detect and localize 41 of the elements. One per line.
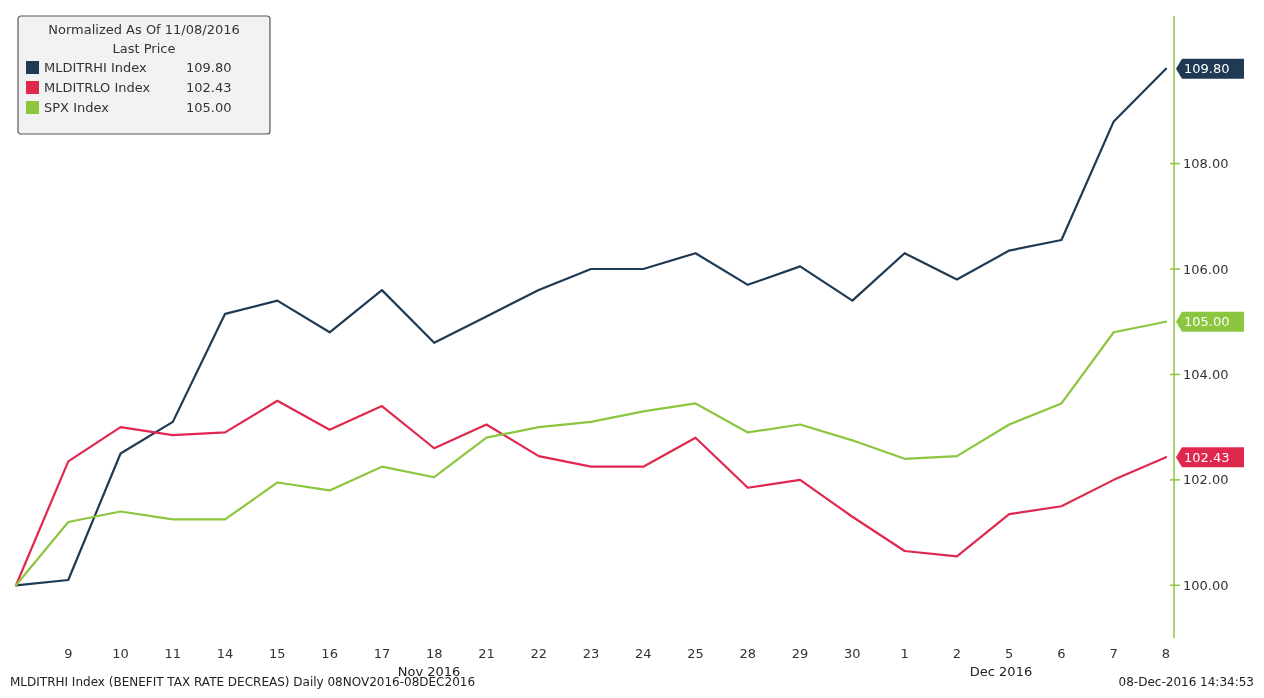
x-tick-label: 1: [900, 646, 909, 661]
x-tick-label: 29: [791, 646, 809, 661]
x-tick-label: 25: [687, 646, 704, 661]
legend-label: SPX Index: [44, 100, 110, 115]
x-tick-label: 24: [635, 646, 652, 661]
x-tick-label: 16: [321, 646, 338, 661]
line-series: [14, 320, 1168, 587]
text: 08-Dec-2016 14:34:53: [1118, 675, 1254, 689]
x-tick-label: 23: [582, 646, 600, 661]
legend-label: MLDITRHI Index: [44, 60, 148, 75]
text: Dec 2016: [969, 664, 1033, 679]
x-tick-label: 14: [216, 646, 234, 661]
x-tick-label: 17: [373, 646, 391, 661]
text: 105.00: [186, 100, 232, 115]
x-tick-label: 22: [530, 646, 547, 661]
y-tick-label: 108.00: [1183, 156, 1229, 172]
x-tick-label: 6: [1057, 646, 1066, 661]
x-tick-label: 7: [1109, 646, 1118, 661]
x-tick-label: 2: [952, 646, 962, 661]
legend-label: MLDITRLO Index: [44, 80, 151, 95]
text: 102.43: [186, 80, 232, 95]
data-label: 102.43: [1184, 449, 1230, 465]
y-tick-label: 102.00: [1183, 472, 1229, 488]
x-tick-label: 8: [1161, 646, 1171, 661]
data-label: 105.00: [1184, 314, 1230, 330]
data-label: 109.80: [1184, 61, 1230, 77]
x-tick-label: 18: [425, 646, 443, 661]
x-tick-label: 11: [164, 646, 182, 661]
x-tick-label: 15: [269, 646, 286, 661]
y-tick-label: 104.00: [1183, 366, 1229, 382]
x-tick-label: 21: [478, 646, 495, 661]
x-tick-label: 5: [1005, 646, 1014, 661]
y-tick-label: 106.00: [1183, 261, 1229, 277]
x-tick-label: 10: [112, 646, 129, 661]
text: 109.80: [186, 60, 232, 75]
x-tick-label: 28: [739, 646, 757, 661]
x-tick-label: 30: [844, 646, 861, 661]
x-tick-label: 9: [64, 646, 73, 661]
legend-title: Normalized As Of 11/08/2016 Last Price: [48, 22, 240, 56]
y-tick-label: 100.00: [1183, 577, 1229, 593]
text: MLDITRHI Index (BENEFIT TAX RATE DECREAS) Daily 08NOV2016-08DEC2016: [10, 675, 476, 689]
